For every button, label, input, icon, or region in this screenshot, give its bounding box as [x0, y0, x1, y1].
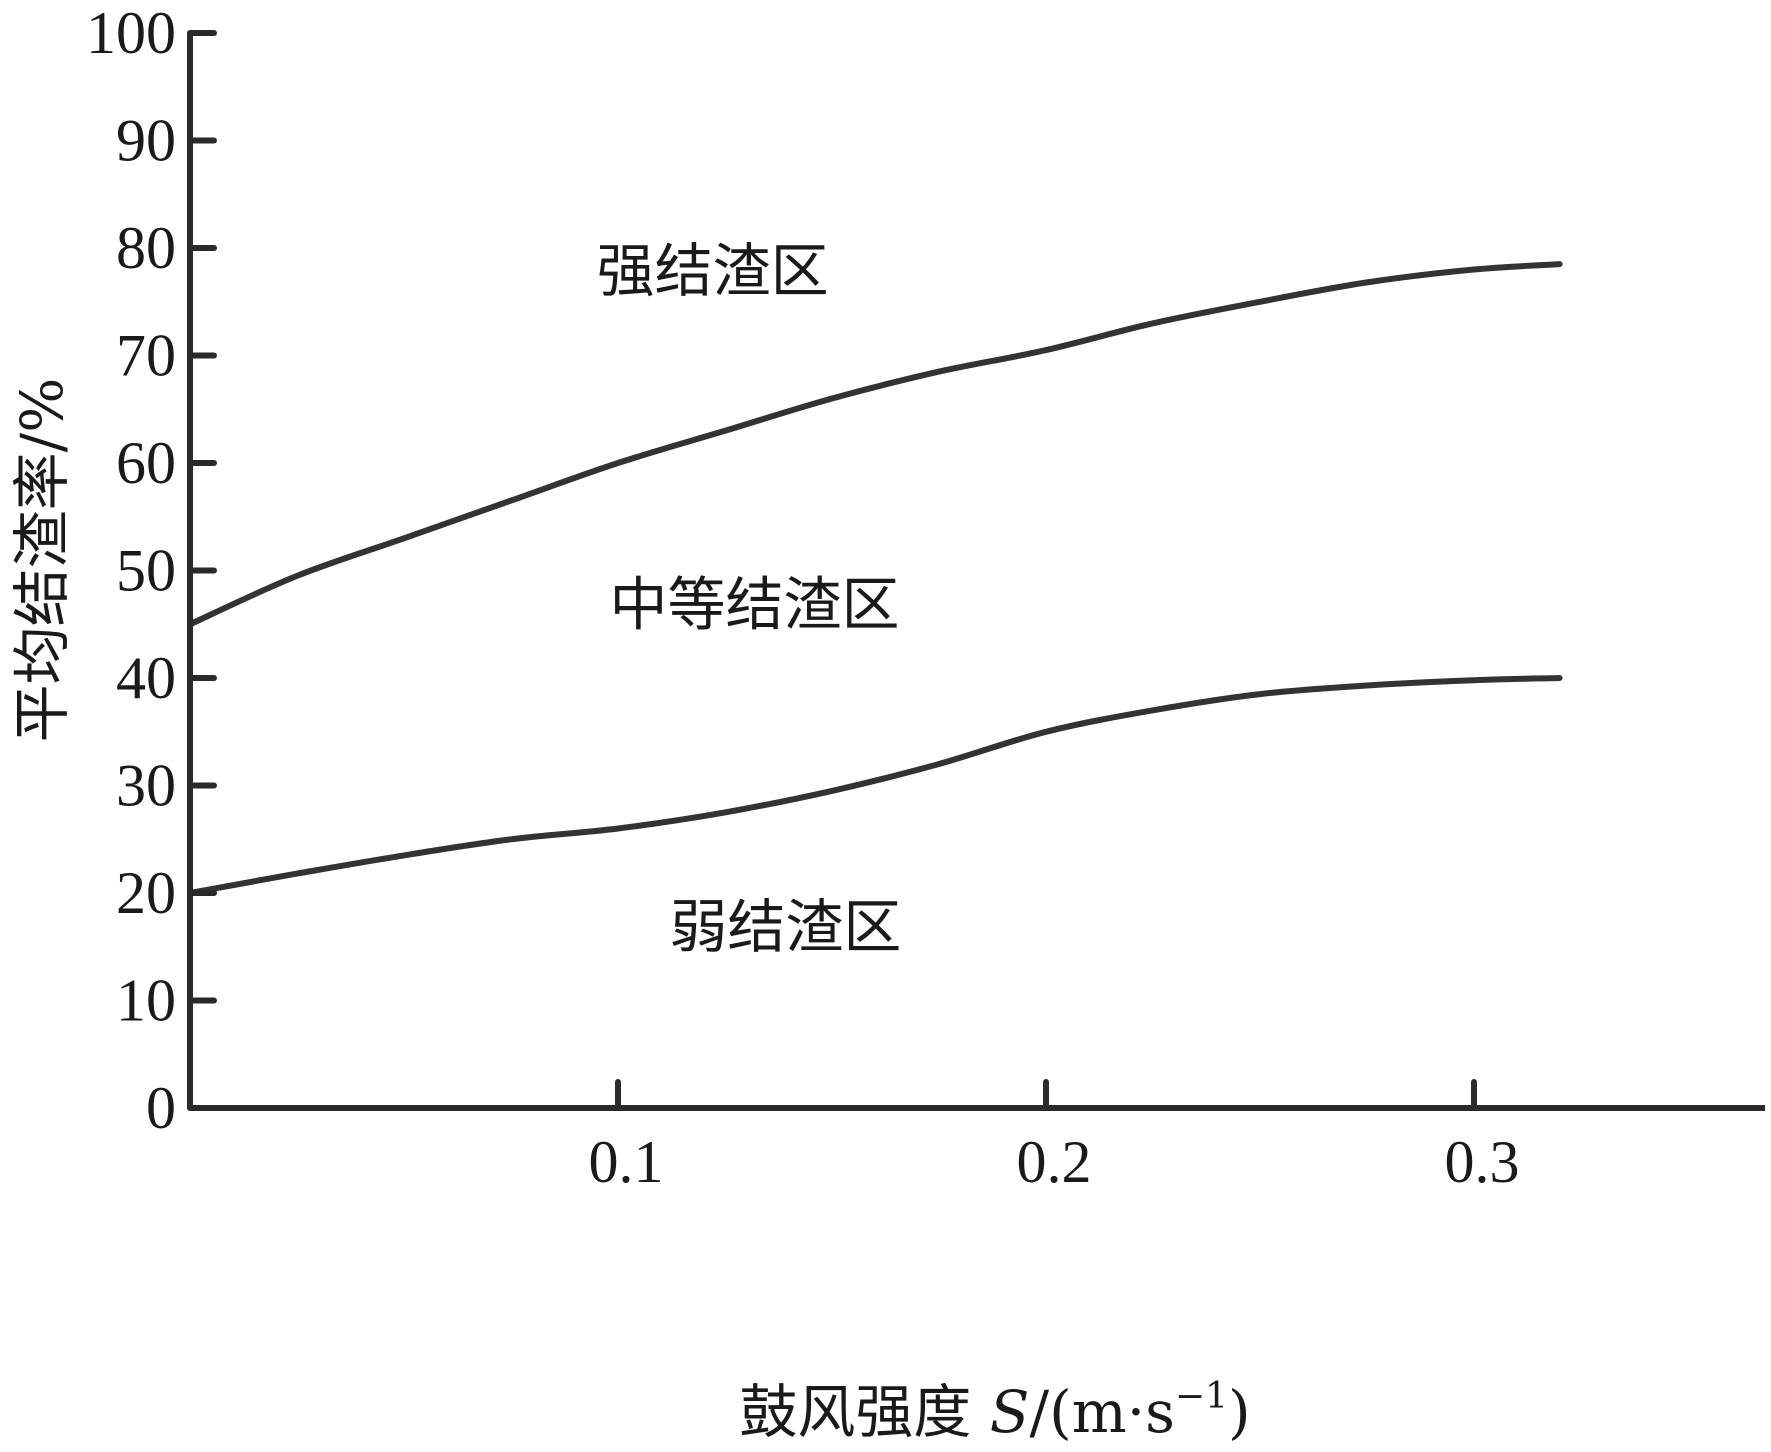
- x-tick-label: 0.3: [1445, 1129, 1520, 1195]
- region-label: 强结渣区: [597, 237, 829, 305]
- axis-ticks: 0 10 20 30 40 50 60 70 80 90 100 0.1 0.2 0.3: [86, 0, 1520, 1195]
- series-lines: [187, 261, 1563, 896]
- y-tick-label: 70: [116, 323, 176, 389]
- y-tick-label: 100: [86, 0, 176, 66]
- y-tick-label: 90: [116, 108, 176, 174]
- x-axis-title: 鼓风强度 S/(m·s−1): [739, 1376, 1250, 1446]
- x-axis-title-exponent: −1: [1175, 1376, 1228, 1417]
- y-tick-label: 20: [116, 860, 176, 926]
- x-axis-title-close: ): [1228, 1378, 1251, 1446]
- y-tick-label: 50: [116, 538, 176, 604]
- series-line-lower-boundary: [187, 675, 1563, 896]
- y-tick-label: 40: [116, 645, 176, 711]
- y-tick-label: 0: [146, 1075, 176, 1141]
- y-tick-label: 60: [116, 430, 176, 496]
- x-tick-label: 0.2: [1017, 1129, 1092, 1195]
- region-label: 弱结渣区: [669, 893, 901, 961]
- y-tick-label: 30: [116, 753, 176, 819]
- x-axis-title-units: /(m·s: [1030, 1378, 1175, 1446]
- x-tick-label: 0.1: [589, 1129, 664, 1195]
- y-axis-title: 平均结渣率/%: [8, 378, 76, 743]
- y-tick-label: 80: [116, 215, 176, 281]
- y-tick-label: 10: [116, 968, 176, 1034]
- series-line-upper-boundary: [187, 261, 1563, 628]
- region-label: 中等结渣区: [609, 570, 899, 638]
- x-axis-title-var: S: [990, 1378, 1030, 1446]
- x-axis-title-prefix: 鼓风强度: [739, 1378, 989, 1446]
